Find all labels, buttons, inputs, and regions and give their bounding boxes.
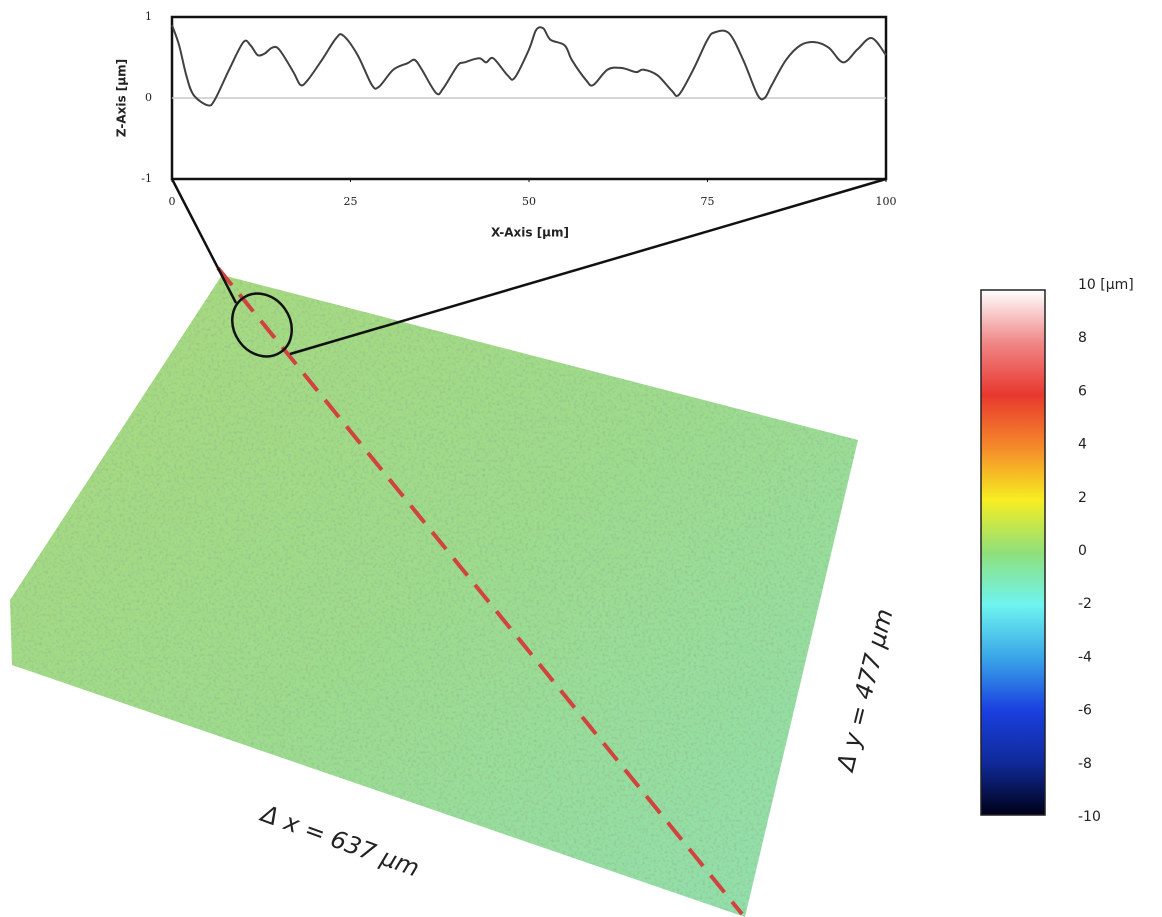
x-tick-label: 50 — [522, 195, 536, 208]
x-axis-label: X-Axis [µm] — [491, 226, 569, 240]
colorbar-tick-label: 2 — [1078, 490, 1087, 506]
colorbar-tick-label: -2 — [1078, 596, 1092, 612]
colorbar-tick-label: -8 — [1078, 756, 1092, 772]
surface-map — [10, 275, 858, 917]
colorbar-tick-label: 10 [µm] — [1078, 277, 1134, 293]
y-tick-label: 0 — [145, 91, 152, 104]
colorbar — [981, 290, 1045, 815]
x-tick-label: 100 — [876, 195, 897, 208]
colorbar-tick-label: 6 — [1078, 383, 1087, 399]
x-tick-label: 25 — [344, 195, 358, 208]
dy-annotation: Δ y = 477 µm — [831, 606, 899, 775]
colorbar-tick-label: 4 — [1078, 437, 1087, 453]
y-tick-label: -1 — [141, 172, 152, 185]
colorbar-tick-label: -4 — [1078, 649, 1092, 665]
x-tick-label: 0 — [169, 195, 176, 208]
zoom-line — [172, 179, 236, 303]
dx-annotation: Δ x = 637 µm — [256, 799, 423, 883]
zoom-line — [290, 179, 886, 354]
colorbar-tick-label: 8 — [1078, 330, 1087, 346]
y-tick-label: 1 — [145, 10, 152, 23]
colorbar-tick-label: 0 — [1078, 543, 1087, 559]
colorbar-tick-label: -10 — [1078, 809, 1101, 825]
y-axis-label: Z-Axis [µm] — [115, 59, 129, 137]
x-tick-label: 75 — [701, 195, 715, 208]
figure: X-Axis [µm] Z-Axis [µm] Δ x = 637 µm Δ y… — [0, 0, 1162, 917]
colorbar-tick-label: -6 — [1078, 703, 1092, 719]
